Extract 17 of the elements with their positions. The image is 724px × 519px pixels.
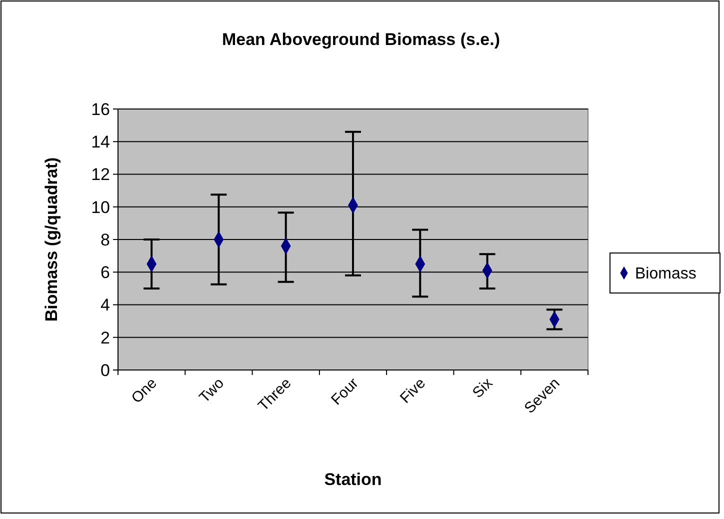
y-tick-label: 4: [100, 296, 110, 315]
y-tick-label: 10: [91, 198, 110, 217]
y-tick-label: 12: [91, 165, 110, 184]
x-tick-label: Two: [196, 374, 228, 406]
y-tick-label: 2: [100, 328, 110, 348]
y-tick-label: 8: [100, 230, 110, 250]
y-tick-label: 6: [100, 263, 110, 282]
x-tick-label: One: [128, 374, 160, 407]
y-axis-title: Biomass (g/quadrat): [42, 157, 61, 322]
y-tick-label: 0: [100, 360, 110, 380]
legend-label: Biomass: [635, 266, 696, 283]
x-tick-label: Six: [469, 374, 496, 402]
x-tick-label: Five: [396, 374, 429, 407]
chart-title: Mean Aboveground Biomass (s.e.): [222, 30, 500, 49]
y-tick-label: 14: [91, 132, 110, 152]
x-axis-title: Station: [324, 470, 382, 489]
y-tick-label: 16: [91, 100, 110, 119]
